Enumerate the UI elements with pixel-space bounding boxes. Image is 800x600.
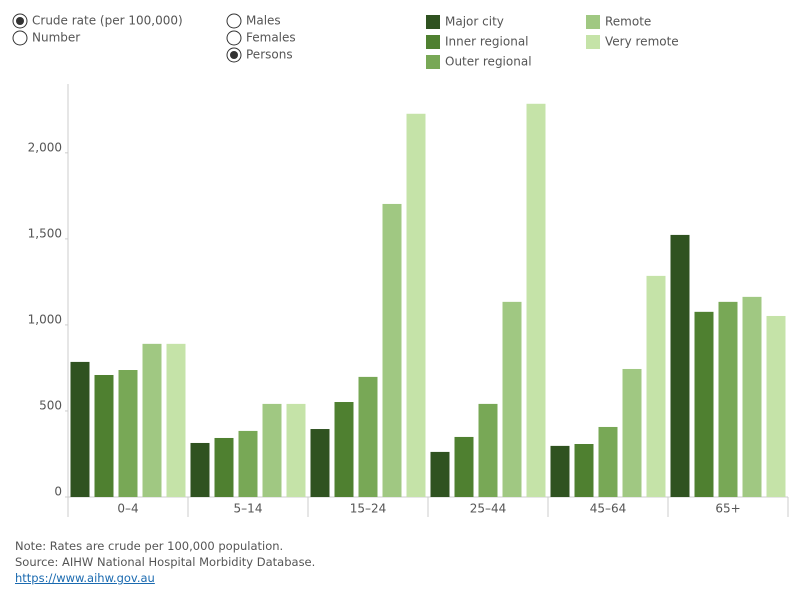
bar	[358, 376, 378, 497]
x-tick-label: 15–24	[350, 502, 387, 516]
bar	[454, 436, 474, 497]
bar	[262, 403, 282, 497]
bar	[766, 315, 786, 497]
radio-label[interactable]: Persons	[246, 48, 293, 62]
bar	[646, 275, 666, 497]
x-tick-label: 5–14	[234, 502, 263, 516]
legend-swatch	[586, 15, 600, 29]
legend-label: Very remote	[605, 35, 679, 49]
bar	[526, 103, 546, 497]
y-tick-label: 500	[39, 398, 62, 412]
bar	[190, 442, 210, 497]
legend-label: Inner regional	[445, 35, 529, 49]
bar	[166, 343, 186, 497]
bar	[238, 430, 258, 497]
bar	[430, 451, 450, 497]
bar	[478, 403, 498, 497]
legend-swatch	[586, 35, 600, 49]
x-tick-label: 45–64	[590, 502, 627, 516]
bar	[574, 443, 594, 497]
x-tick-label: 65+	[715, 502, 740, 516]
radio-label[interactable]: Females	[246, 31, 296, 45]
radio-dot	[16, 17, 24, 25]
bar	[742, 296, 762, 497]
bar	[694, 311, 714, 497]
y-tick-label: 2,000	[28, 140, 62, 154]
bar	[622, 368, 642, 497]
bar	[406, 113, 426, 497]
note: Note: Rates are crude per 100,000 popula…	[15, 539, 284, 553]
legend-label: Major city	[445, 15, 504, 29]
legend-swatch	[426, 35, 440, 49]
bar	[334, 402, 354, 497]
y-tick-label: 1,000	[28, 312, 62, 326]
bar	[142, 343, 162, 497]
source: Source: AIHW National Hospital Morbidity…	[15, 555, 316, 569]
y-tick-label: 0	[54, 485, 62, 499]
bar	[382, 203, 402, 497]
radio-label[interactable]: Males	[246, 14, 281, 28]
bar	[214, 437, 234, 497]
bar	[550, 445, 570, 497]
legend-label: Outer regional	[445, 55, 532, 69]
legend-swatch	[426, 15, 440, 29]
bar	[598, 426, 618, 497]
x-tick-label: 25–44	[470, 502, 507, 516]
bar	[94, 374, 114, 497]
bar	[118, 370, 138, 497]
link[interactable]: https://www.aihw.gov.au	[15, 571, 155, 585]
radio[interactable]	[12, 30, 28, 46]
x-tick-label: 0–4	[117, 502, 138, 516]
bar	[718, 301, 738, 497]
bar	[70, 361, 90, 497]
radio-label[interactable]: Crude rate (per 100,000)	[32, 14, 183, 28]
legend-swatch	[426, 55, 440, 69]
legend-label: Remote	[605, 15, 651, 29]
radio-dot	[230, 51, 238, 59]
radio[interactable]	[226, 13, 242, 29]
bar	[502, 301, 522, 497]
bar	[310, 429, 330, 497]
radio[interactable]	[226, 30, 242, 46]
y-tick-label: 1,500	[28, 226, 62, 240]
radio-label[interactable]: Number	[32, 31, 80, 45]
bar	[670, 234, 690, 497]
bar	[286, 403, 306, 497]
